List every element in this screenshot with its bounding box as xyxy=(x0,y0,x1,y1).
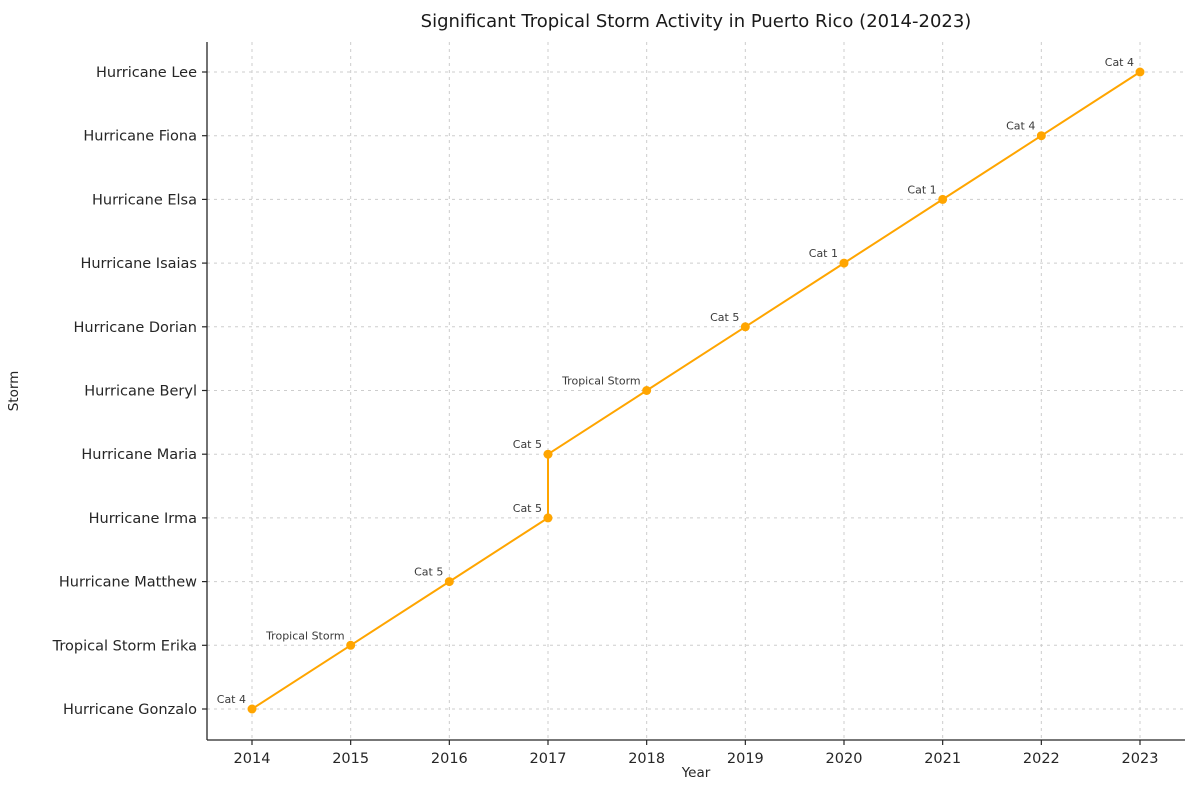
point-annotation: Cat 5 xyxy=(513,502,542,515)
point-annotation: Tropical Storm xyxy=(561,375,641,388)
x-tick-label: 2014 xyxy=(234,751,271,767)
data-point xyxy=(543,513,553,523)
x-tick-label: 2018 xyxy=(628,751,665,767)
point-annotation: Cat 4 xyxy=(217,693,246,706)
y-tick-label: Hurricane Maria xyxy=(81,447,197,463)
series-layer: Cat 4 Tropical Storm Cat 5 Cat 5 Cat 5 Tropic… xyxy=(217,56,1145,714)
point-annotation: Cat 1 xyxy=(907,183,936,196)
y-tick-label: Hurricane Elsa xyxy=(92,192,197,208)
data-point xyxy=(543,449,553,459)
point-annotation: Cat 4 xyxy=(1105,56,1134,69)
point-annotation: Cat 5 xyxy=(513,438,542,451)
x-tick-label: 2019 xyxy=(727,751,764,767)
data-point xyxy=(740,322,750,332)
y-tick-label: Tropical Storm Erika xyxy=(52,638,197,654)
y-tick-label: Hurricane Irma xyxy=(89,511,197,527)
data-point xyxy=(938,194,948,204)
x-axis-label: Year xyxy=(681,765,711,781)
y-axis-label: Storm xyxy=(6,371,22,412)
point-annotation: Cat 1 xyxy=(809,247,838,260)
data-point xyxy=(444,577,454,587)
x-tick-label: 2017 xyxy=(530,751,567,767)
data-point xyxy=(346,640,356,650)
axes-layer: 2014 2015 2016 2017 2018 2019 2020 2021 2022 2023… xyxy=(52,42,1185,767)
chart-title: Significant Tropical Storm Activity in P… xyxy=(421,11,972,32)
data-point xyxy=(247,704,257,714)
y-tick-label: Hurricane Dorian xyxy=(74,320,197,336)
y-tick-label: Hurricane Gonzalo xyxy=(63,702,197,718)
y-tick-label: Hurricane Fiona xyxy=(83,129,197,145)
x-tick-label: 2016 xyxy=(431,751,468,767)
y-tick-label: Hurricane Isaias xyxy=(80,256,197,272)
x-tick-label: 2023 xyxy=(1122,751,1159,767)
point-annotation: Tropical Storm xyxy=(265,629,345,642)
data-point xyxy=(839,258,849,268)
y-tick-label: Hurricane Beryl xyxy=(84,384,197,400)
data-point xyxy=(1135,67,1145,77)
y-tick-label: Hurricane Matthew xyxy=(59,575,197,591)
point-annotation: Cat 5 xyxy=(414,566,443,579)
data-point xyxy=(642,386,652,395)
data-point xyxy=(1036,131,1046,141)
grid-layer xyxy=(207,42,1185,740)
x-tick-label: 2021 xyxy=(924,751,961,767)
x-tick-label: 2022 xyxy=(1023,751,1060,767)
y-tick-label: Hurricane Lee xyxy=(96,65,197,81)
x-tick-label: 2015 xyxy=(332,751,369,767)
x-tick-label: 2020 xyxy=(826,751,863,767)
point-annotation: Cat 5 xyxy=(710,311,739,324)
point-annotation: Cat 4 xyxy=(1006,120,1035,133)
